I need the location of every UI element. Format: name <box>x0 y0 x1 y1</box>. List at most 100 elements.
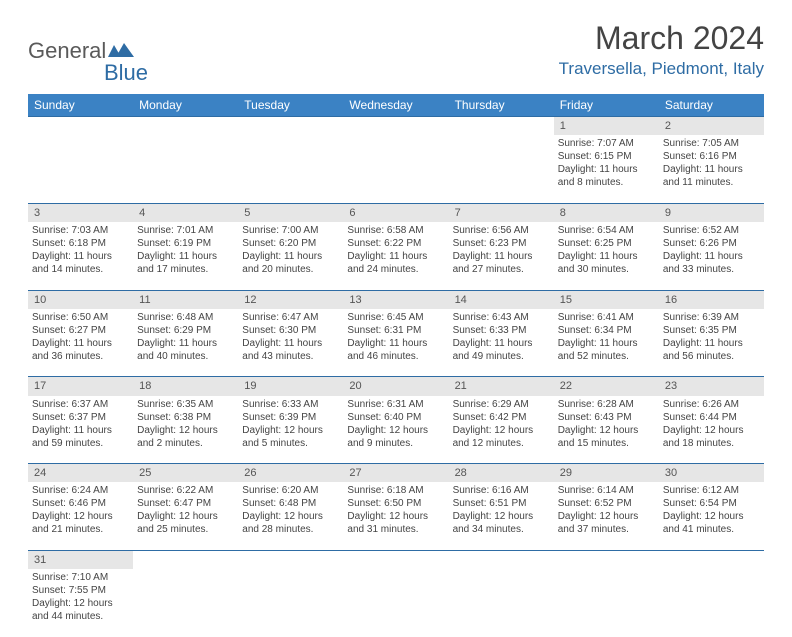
day-number-cell: 15 <box>554 290 659 309</box>
sunset-text: Sunset: 6:52 PM <box>558 497 655 510</box>
sunrise-text: Sunrise: 6:28 AM <box>558 398 655 411</box>
sunset-text: Sunset: 6:38 PM <box>137 411 234 424</box>
daylight-text: Daylight: 12 hours <box>32 510 129 523</box>
sunrise-text: Sunrise: 6:18 AM <box>347 484 444 497</box>
sunset-text: Sunset: 6:35 PM <box>663 324 760 337</box>
daylight-text-2: and 41 minutes. <box>663 523 760 536</box>
sunrise-text: Sunrise: 6:43 AM <box>453 311 550 324</box>
day-detail-cell: Sunrise: 7:10 AMSunset: 7:55 PMDaylight:… <box>28 569 133 637</box>
daylight-text: Daylight: 11 hours <box>347 250 444 263</box>
day-number-cell: 17 <box>28 377 133 396</box>
day-number-cell <box>449 117 554 136</box>
day-number-row: 10111213141516 <box>28 290 764 309</box>
day-detail-cell: Sunrise: 6:24 AMSunset: 6:46 PMDaylight:… <box>28 482 133 550</box>
day-detail-row: Sunrise: 7:07 AMSunset: 6:15 PMDaylight:… <box>28 135 764 203</box>
daylight-text: Daylight: 11 hours <box>242 337 339 350</box>
day-detail-cell: Sunrise: 6:12 AMSunset: 6:54 PMDaylight:… <box>659 482 764 550</box>
location: Traversella, Piedmont, Italy <box>559 59 764 79</box>
day-detail-cell: Sunrise: 6:54 AMSunset: 6:25 PMDaylight:… <box>554 222 659 290</box>
daylight-text-2: and 11 minutes. <box>663 176 760 189</box>
sunrise-text: Sunrise: 6:52 AM <box>663 224 760 237</box>
day-number-cell: 10 <box>28 290 133 309</box>
day-number-cell: 9 <box>659 203 764 222</box>
day-detail-cell: Sunrise: 7:07 AMSunset: 6:15 PMDaylight:… <box>554 135 659 203</box>
daylight-text-2: and 15 minutes. <box>558 437 655 450</box>
daylight-text-2: and 30 minutes. <box>558 263 655 276</box>
daylight-text: Daylight: 11 hours <box>558 337 655 350</box>
daylight-text: Daylight: 12 hours <box>558 424 655 437</box>
sunrise-text: Sunrise: 6:37 AM <box>32 398 129 411</box>
daylight-text-2: and 56 minutes. <box>663 350 760 363</box>
logo: General Blue <box>28 38 148 86</box>
day-detail-row: Sunrise: 7:03 AMSunset: 6:18 PMDaylight:… <box>28 222 764 290</box>
daylight-text: Daylight: 11 hours <box>663 250 760 263</box>
daylight-text: Daylight: 12 hours <box>32 597 129 610</box>
day-detail-cell: Sunrise: 6:16 AMSunset: 6:51 PMDaylight:… <box>449 482 554 550</box>
daylight-text: Daylight: 12 hours <box>137 424 234 437</box>
sunset-text: Sunset: 6:43 PM <box>558 411 655 424</box>
sunrise-text: Sunrise: 6:26 AM <box>663 398 760 411</box>
daylight-text: Daylight: 12 hours <box>242 424 339 437</box>
day-number-cell: 2 <box>659 117 764 136</box>
sunset-text: Sunset: 6:46 PM <box>32 497 129 510</box>
weekday-header: Friday <box>554 94 659 117</box>
day-number-cell: 29 <box>554 464 659 483</box>
sunrise-text: Sunrise: 7:03 AM <box>32 224 129 237</box>
sunset-text: Sunset: 6:51 PM <box>453 497 550 510</box>
sunset-text: Sunset: 6:47 PM <box>137 497 234 510</box>
day-number-cell <box>554 550 659 569</box>
daylight-text: Daylight: 12 hours <box>242 510 339 523</box>
day-number-cell: 20 <box>343 377 448 396</box>
day-detail-cell: Sunrise: 6:50 AMSunset: 6:27 PMDaylight:… <box>28 309 133 377</box>
daylight-text: Daylight: 11 hours <box>32 250 129 263</box>
weekday-header-row: Sunday Monday Tuesday Wednesday Thursday… <box>28 94 764 117</box>
title-block: March 2024 Traversella, Piedmont, Italy <box>559 20 764 79</box>
day-detail-cell: Sunrise: 7:05 AMSunset: 6:16 PMDaylight:… <box>659 135 764 203</box>
daylight-text: Daylight: 12 hours <box>347 510 444 523</box>
day-detail-cell <box>343 569 448 637</box>
daylight-text-2: and 2 minutes. <box>137 437 234 450</box>
day-number-row: 31 <box>28 550 764 569</box>
day-detail-cell <box>28 135 133 203</box>
day-number-row: 24252627282930 <box>28 464 764 483</box>
sunset-text: Sunset: 6:40 PM <box>347 411 444 424</box>
daylight-text-2: and 8 minutes. <box>558 176 655 189</box>
daylight-text: Daylight: 12 hours <box>663 510 760 523</box>
day-number-cell: 25 <box>133 464 238 483</box>
daylight-text: Daylight: 11 hours <box>663 337 760 350</box>
daylight-text: Daylight: 11 hours <box>558 163 655 176</box>
daylight-text-2: and 5 minutes. <box>242 437 339 450</box>
day-number-cell: 8 <box>554 203 659 222</box>
daylight-text-2: and 33 minutes. <box>663 263 760 276</box>
day-number-cell: 23 <box>659 377 764 396</box>
sunrise-text: Sunrise: 6:41 AM <box>558 311 655 324</box>
daylight-text-2: and 40 minutes. <box>137 350 234 363</box>
day-number-cell <box>238 117 343 136</box>
day-detail-row: Sunrise: 7:10 AMSunset: 7:55 PMDaylight:… <box>28 569 764 637</box>
daylight-text: Daylight: 12 hours <box>663 424 760 437</box>
sunrise-text: Sunrise: 6:33 AM <box>242 398 339 411</box>
day-detail-cell: Sunrise: 6:14 AMSunset: 6:52 PMDaylight:… <box>554 482 659 550</box>
daylight-text-2: and 44 minutes. <box>32 610 129 623</box>
sunset-text: Sunset: 6:27 PM <box>32 324 129 337</box>
day-detail-cell: Sunrise: 6:20 AMSunset: 6:48 PMDaylight:… <box>238 482 343 550</box>
sunrise-text: Sunrise: 6:31 AM <box>347 398 444 411</box>
day-detail-cell <box>449 569 554 637</box>
logo-text-blue: Blue <box>28 60 148 86</box>
daylight-text: Daylight: 12 hours <box>137 510 234 523</box>
weekday-header: Monday <box>133 94 238 117</box>
sunset-text: Sunset: 6:44 PM <box>663 411 760 424</box>
daylight-text-2: and 37 minutes. <box>558 523 655 536</box>
day-detail-cell <box>238 135 343 203</box>
day-detail-cell: Sunrise: 7:01 AMSunset: 6:19 PMDaylight:… <box>133 222 238 290</box>
day-detail-row: Sunrise: 6:50 AMSunset: 6:27 PMDaylight:… <box>28 309 764 377</box>
sunset-text: Sunset: 6:31 PM <box>347 324 444 337</box>
sunrise-text: Sunrise: 6:22 AM <box>137 484 234 497</box>
day-detail-cell: Sunrise: 6:35 AMSunset: 6:38 PMDaylight:… <box>133 396 238 464</box>
daylight-text-2: and 27 minutes. <box>453 263 550 276</box>
daylight-text-2: and 17 minutes. <box>137 263 234 276</box>
sunrise-text: Sunrise: 6:12 AM <box>663 484 760 497</box>
day-number-cell: 27 <box>343 464 448 483</box>
sunrise-text: Sunrise: 6:58 AM <box>347 224 444 237</box>
sunset-text: Sunset: 6:34 PM <box>558 324 655 337</box>
